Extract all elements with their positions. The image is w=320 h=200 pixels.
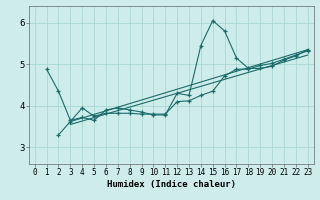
X-axis label: Humidex (Indice chaleur): Humidex (Indice chaleur) (107, 180, 236, 189)
